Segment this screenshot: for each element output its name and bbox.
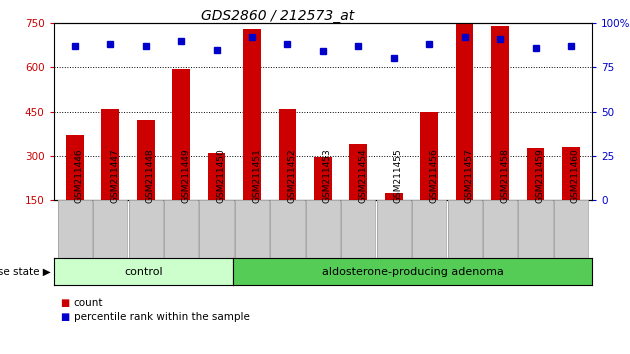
Bar <box>208 153 226 200</box>
Text: GSM211446: GSM211446 <box>75 148 84 203</box>
Text: GSM211459: GSM211459 <box>536 148 544 203</box>
Text: GSM211453: GSM211453 <box>323 148 332 203</box>
Text: GSM211448: GSM211448 <box>146 148 155 203</box>
Text: GSM211454: GSM211454 <box>358 148 367 203</box>
Text: GSM211451: GSM211451 <box>252 148 261 203</box>
Bar <box>137 120 154 200</box>
Text: GSM211457: GSM211457 <box>465 148 474 203</box>
Text: GSM211449: GSM211449 <box>181 148 190 203</box>
Bar <box>101 109 119 200</box>
Bar <box>243 29 261 200</box>
Bar <box>562 147 580 200</box>
Bar <box>455 23 474 200</box>
Text: GSM211452: GSM211452 <box>287 148 297 203</box>
Bar <box>314 157 332 200</box>
Text: aldosterone-producing adenoma: aldosterone-producing adenoma <box>322 267 503 277</box>
Text: GSM211458: GSM211458 <box>500 148 509 203</box>
Text: ■: ■ <box>60 312 69 322</box>
Bar <box>172 69 190 200</box>
Text: percentile rank within the sample: percentile rank within the sample <box>74 312 249 322</box>
Bar <box>278 109 296 200</box>
Bar <box>491 26 509 200</box>
Text: GSM211456: GSM211456 <box>429 148 438 203</box>
Text: GSM211460: GSM211460 <box>571 148 580 203</box>
Text: GSM211455: GSM211455 <box>394 148 403 203</box>
Text: GSM211447: GSM211447 <box>110 148 119 203</box>
Bar <box>420 112 438 200</box>
Text: GSM211450: GSM211450 <box>217 148 226 203</box>
Text: GDS2860 / 212573_at: GDS2860 / 212573_at <box>200 9 354 23</box>
Bar <box>385 193 403 200</box>
Bar <box>527 148 544 200</box>
Text: control: control <box>124 267 163 277</box>
Text: count: count <box>74 298 103 308</box>
Text: ■: ■ <box>60 298 69 308</box>
Bar <box>350 144 367 200</box>
Bar <box>66 135 84 200</box>
Text: disease state ▶: disease state ▶ <box>0 267 50 277</box>
